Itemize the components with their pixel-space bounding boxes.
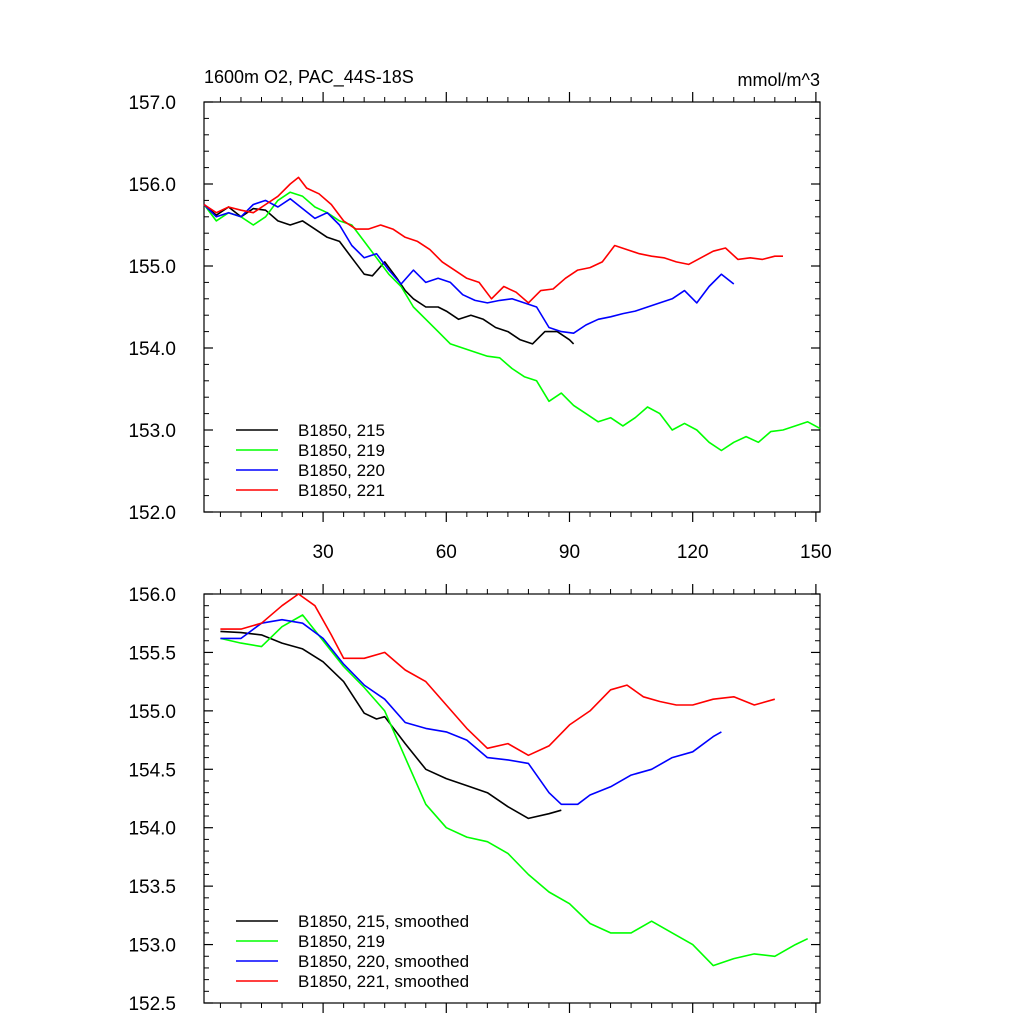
- legend-label: B1850, 220: [298, 461, 385, 480]
- y-tick-label: 157.0: [128, 93, 176, 114]
- y-tick-label: 155.5: [128, 643, 176, 664]
- y-tick-label: 152.0: [128, 503, 176, 524]
- legend-label: B1850, 220, smoothed: [298, 952, 469, 971]
- x-tick-label: 150: [800, 542, 832, 563]
- x-tick-label: 90: [559, 542, 580, 563]
- y-tick-label: 154.0: [128, 819, 176, 840]
- legend-label: B1850, 215, smoothed: [298, 912, 469, 931]
- y-tick-label: 153.0: [128, 936, 176, 957]
- legend-label: B1850, 219: [298, 441, 385, 460]
- y-tick-label: 155.0: [128, 257, 176, 278]
- top-panel: 152.0 153.0 154.0 155.0 156.0 157.0 30 60 90 120 1…: [128, 92, 832, 563]
- legend-label: B1850, 215: [298, 421, 385, 440]
- y-tick-label: 156.0: [128, 175, 176, 196]
- legend-label: B1850, 221: [298, 481, 385, 500]
- legend-label: B1850, 221, smoothed: [298, 972, 469, 991]
- y-tick-label: 154.0: [128, 339, 176, 360]
- bottom-panel: 152.5 153.0 153.5 154.0 154.5 155.0 155.5 156.0…: [128, 584, 821, 1015]
- series-line: [220, 593, 776, 757]
- figure-title: 1600m O2, PAC_44S-18S: [204, 67, 414, 88]
- x-tick-label: 120: [677, 542, 709, 563]
- series-line: [220, 618, 722, 806]
- y-tick-label: 153.0: [128, 421, 176, 442]
- series-line: [203, 191, 821, 452]
- series-line: [203, 176, 783, 304]
- y-tick-label: 154.5: [128, 760, 176, 781]
- x-tick-label: 30: [313, 542, 334, 563]
- series-line: [203, 198, 735, 334]
- plot-frame: [203, 593, 821, 1004]
- figure-units: mmol/m^3: [738, 70, 820, 90]
- x-tick-label: 60: [436, 542, 457, 563]
- y-tick-label: 153.5: [128, 877, 176, 898]
- legend-label: B1850, 219: [298, 932, 385, 951]
- y-tick-label: 155.0: [128, 702, 176, 723]
- y-tick-label: 152.5: [128, 994, 176, 1015]
- plot-frame: [203, 101, 821, 513]
- series-line: [220, 630, 562, 820]
- y-tick-label: 156.0: [128, 585, 176, 606]
